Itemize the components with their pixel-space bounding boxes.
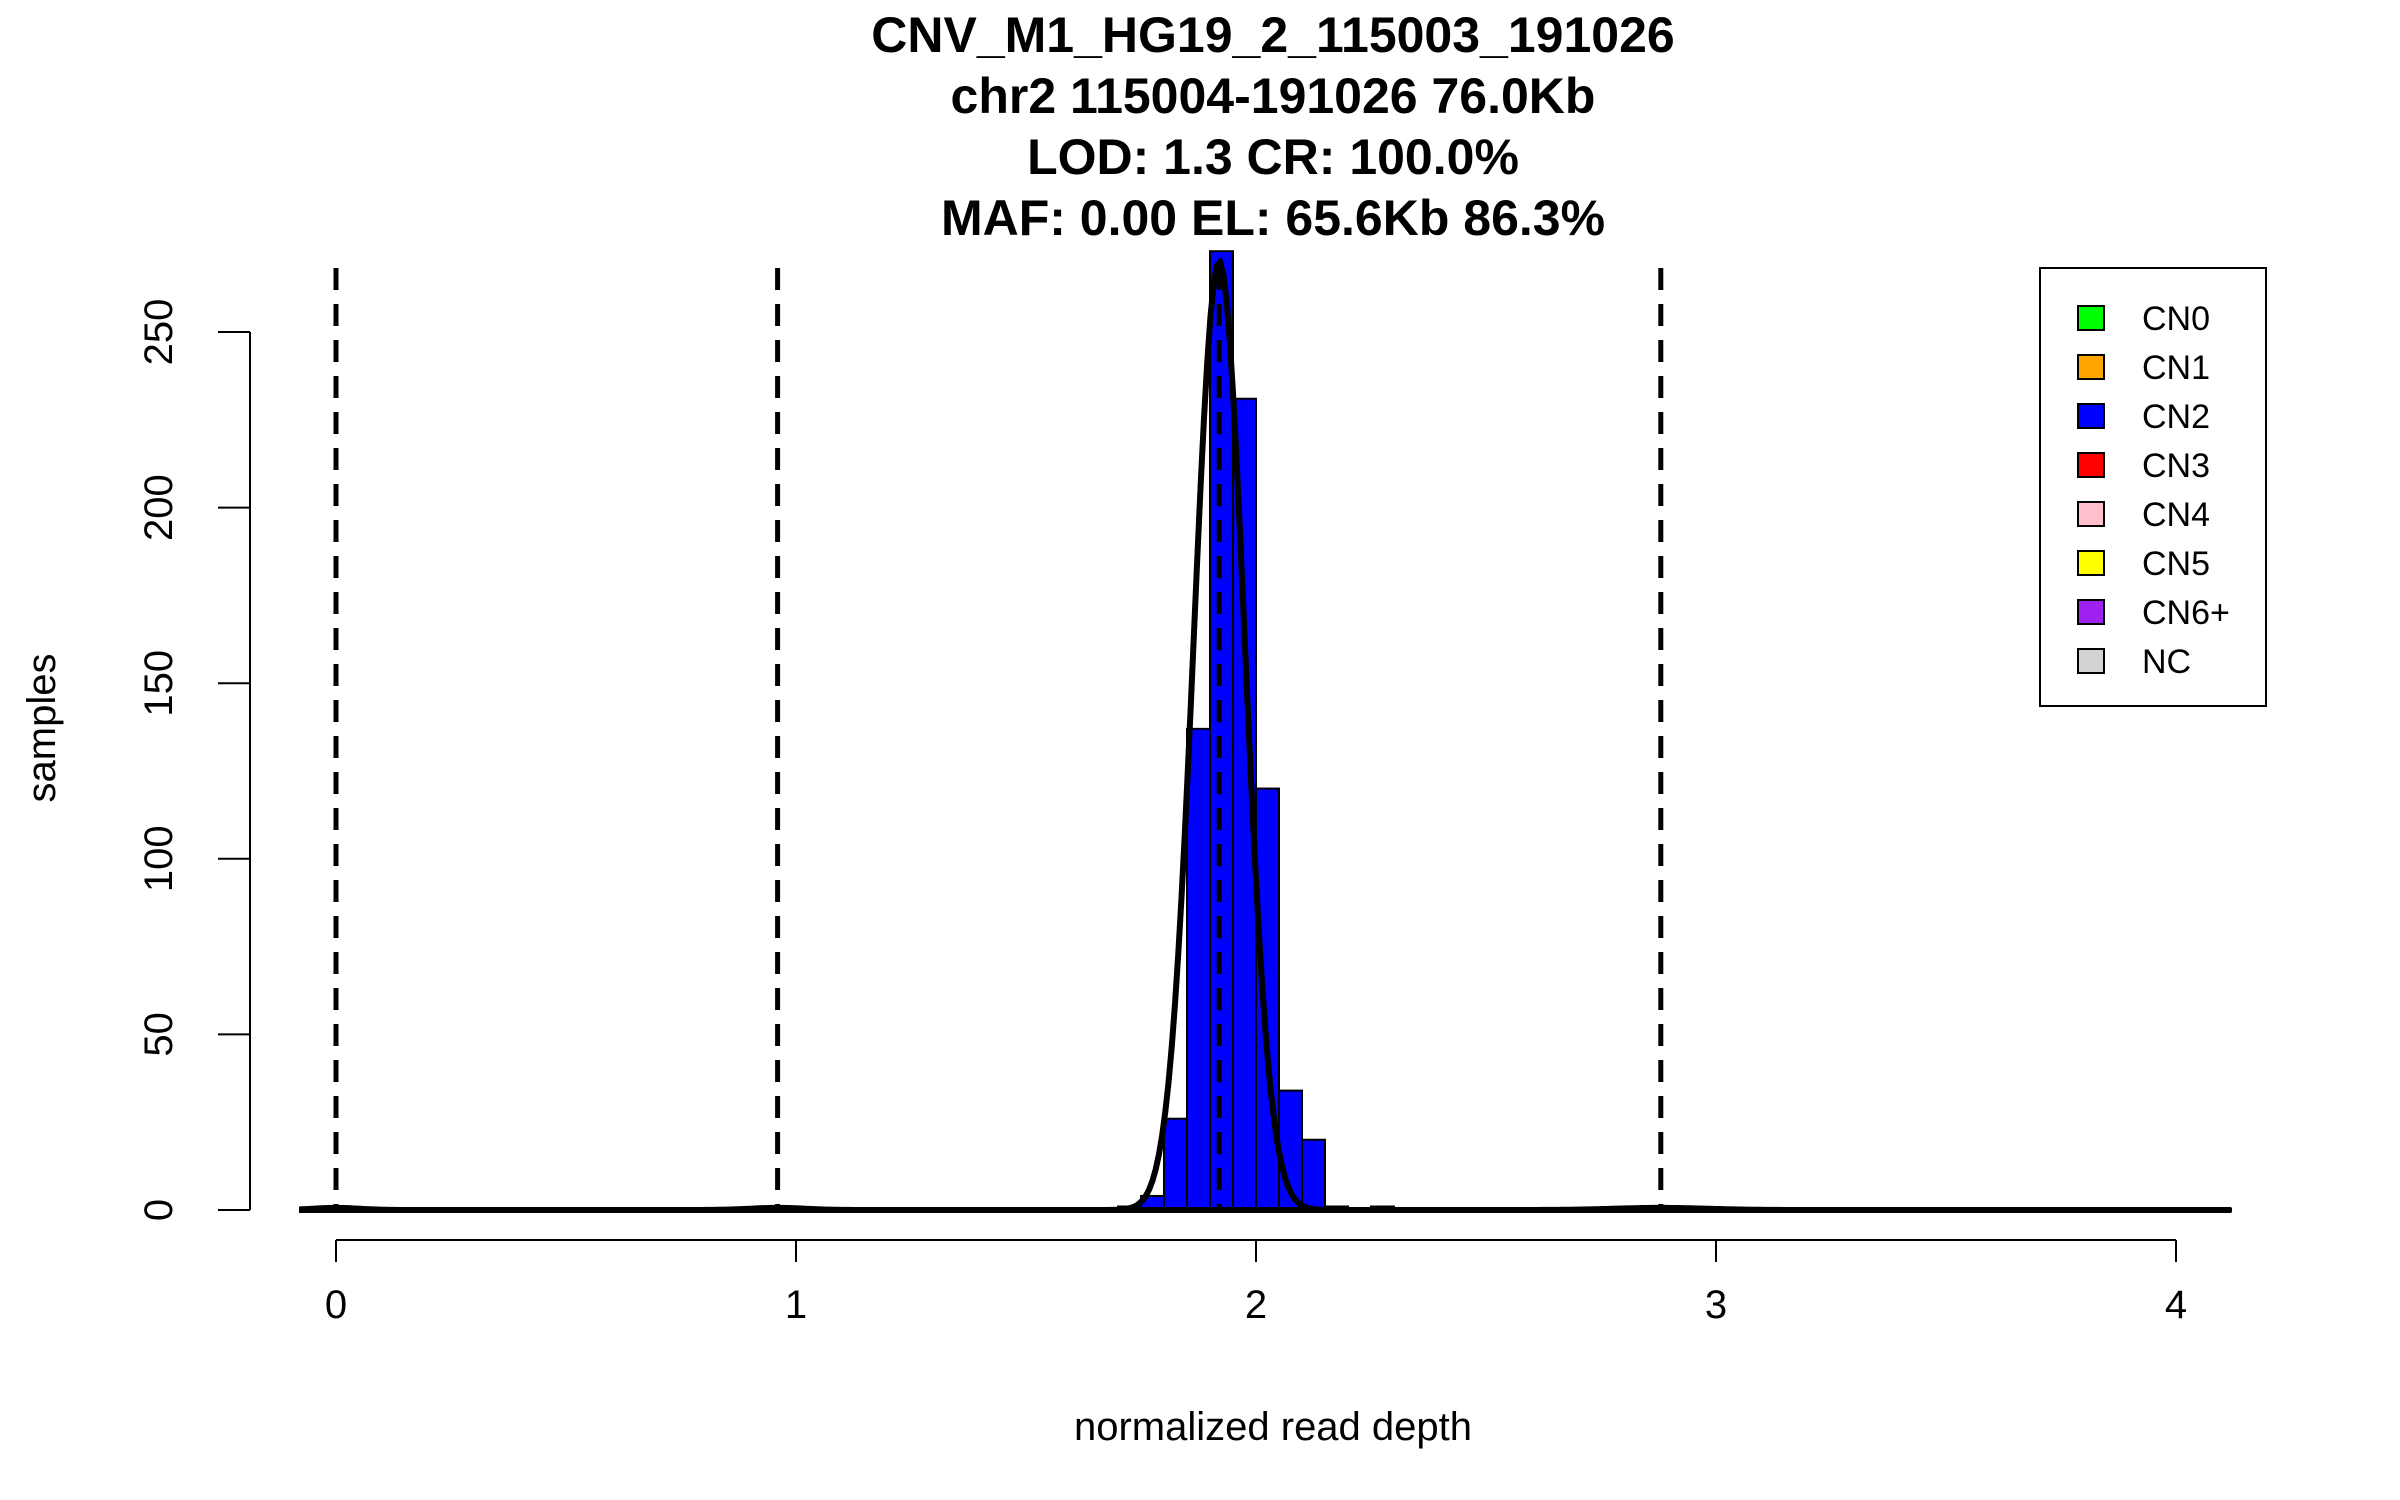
- legend-label-6: CN6+: [2142, 594, 2230, 632]
- legend-label-5: CN5: [2142, 545, 2210, 583]
- legend-label-7: NC: [2142, 643, 2191, 681]
- x-axis: 0 1 2 3 4: [300, 1208, 2232, 1327]
- legend-label-2: CN2: [2142, 398, 2210, 436]
- threshold-lines: [333, 268, 1664, 1210]
- x-tick-label-0: 0: [325, 1283, 347, 1327]
- y-axis-label: samples: [20, 654, 64, 803]
- y-tick-label-5: 250: [137, 299, 181, 366]
- y-tick-label-3: 150: [137, 650, 181, 717]
- legend-label-0: CN0: [2142, 300, 2210, 338]
- title-line-4: MAF: 0.00 EL: 65.6Kb 86.3%: [941, 190, 1605, 246]
- legend-swatch-7: [2077, 648, 2105, 674]
- legend-box: [2039, 267, 2267, 707]
- title-line-1: CNV_M1_HG19_2_115003_191026: [871, 7, 1674, 63]
- histogram-bars: [1117, 250, 1395, 1212]
- chart-title: CNV_M1_HG19_2_115003_191026 chr2 115004-…: [871, 7, 1674, 246]
- y-axis: 0 50 100 150 200 250: [137, 299, 251, 1221]
- legend-label-4: CN4: [2142, 496, 2210, 534]
- title-line-3: LOD: 1.3 CR: 100.0%: [1027, 129, 1519, 185]
- legend-swatch-1: [2077, 354, 2105, 380]
- legend-label-3: CN3: [2142, 447, 2210, 485]
- histogram-bar-8: [1301, 1138, 1326, 1212]
- histogram-bar-3: [1186, 727, 1211, 1212]
- x-axis-label: normalized read depth: [1074, 1405, 1472, 1449]
- legend-swatch-4: [2077, 501, 2105, 527]
- legend-swatch-3: [2077, 452, 2105, 478]
- y-tick-label-4: 200: [137, 474, 181, 541]
- legend-label-1: CN1: [2142, 349, 2210, 387]
- legend-swatch-0: [2077, 305, 2105, 331]
- histogram-bar-2: [1163, 1117, 1188, 1211]
- legend-swatch-5: [2077, 550, 2105, 576]
- legend: CN0 CN1 CN2 CN3 CN4 CN5 CN6+ NC: [2039, 267, 2267, 707]
- x-tick-label-3: 3: [1705, 1283, 1727, 1327]
- x-tick-label-1: 1: [785, 1283, 807, 1327]
- y-tick-label-2: 100: [137, 825, 181, 892]
- x-tick-label-4: 4: [2165, 1283, 2187, 1327]
- x-tick-label-2: 2: [1245, 1283, 1267, 1327]
- legend-swatch-2: [2077, 403, 2105, 429]
- y-tick-label-0: 0: [137, 1199, 181, 1221]
- title-line-2: chr2 115004-191026 76.0Kb: [951, 68, 1596, 124]
- y-tick-label-1: 50: [137, 1012, 181, 1057]
- legend-swatch-6: [2077, 599, 2105, 625]
